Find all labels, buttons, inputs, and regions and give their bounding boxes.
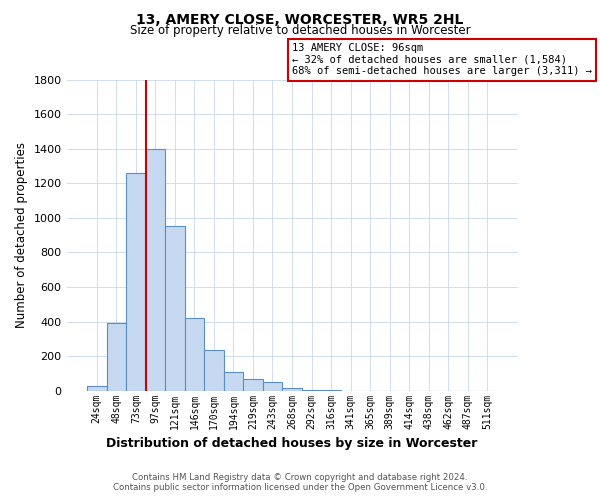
Bar — [165, 226, 185, 390]
Text: Contains HM Land Registry data © Crown copyright and database right 2024.
Contai: Contains HM Land Registry data © Crown c… — [113, 473, 487, 492]
Bar — [107, 323, 126, 390]
Text: Size of property relative to detached houses in Worcester: Size of property relative to detached ho… — [130, 24, 470, 37]
Bar — [282, 388, 302, 390]
Y-axis label: Number of detached properties: Number of detached properties — [15, 142, 28, 328]
Bar — [87, 386, 107, 390]
X-axis label: Distribution of detached houses by size in Worcester: Distribution of detached houses by size … — [106, 437, 478, 450]
Text: 13 AMERY CLOSE: 96sqm
← 32% of detached houses are smaller (1,584)
68% of semi-d: 13 AMERY CLOSE: 96sqm ← 32% of detached … — [292, 43, 592, 76]
Bar — [263, 382, 282, 390]
Bar — [126, 173, 146, 390]
Bar — [224, 372, 243, 390]
Bar — [146, 148, 165, 390]
Bar — [243, 378, 263, 390]
Bar — [185, 318, 204, 390]
Bar — [204, 350, 224, 391]
Text: 13, AMERY CLOSE, WORCESTER, WR5 2HL: 13, AMERY CLOSE, WORCESTER, WR5 2HL — [136, 12, 464, 26]
